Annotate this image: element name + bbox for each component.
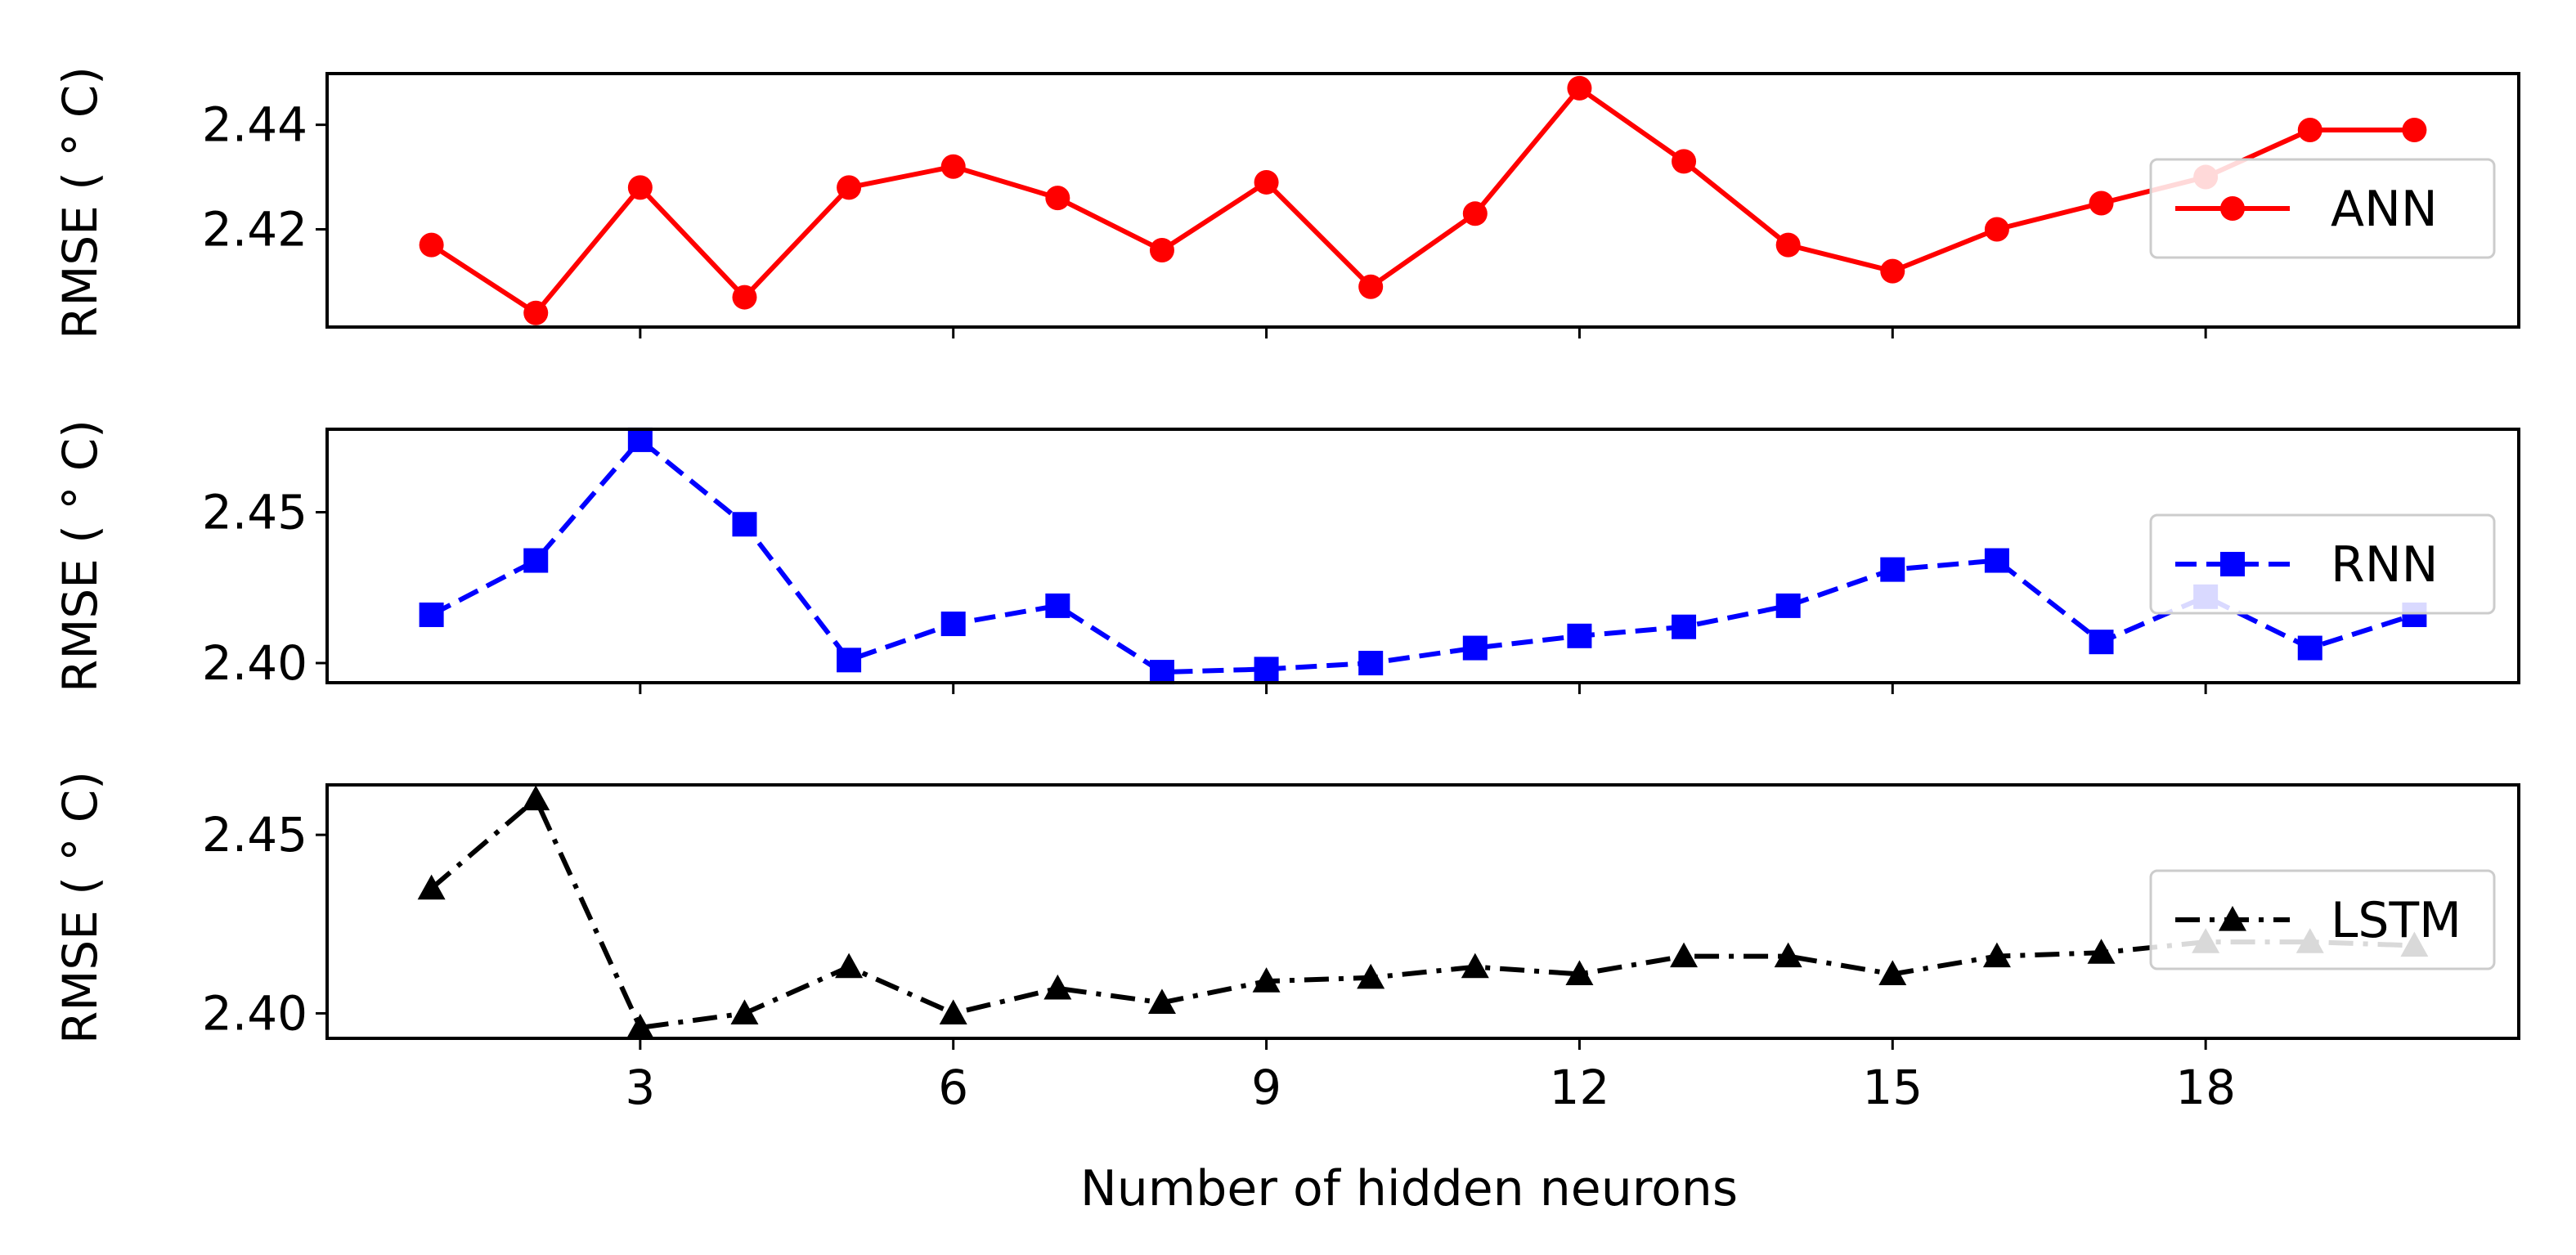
data-point-lstm xyxy=(1147,988,1176,1014)
data-point-ann xyxy=(1462,201,1488,226)
data-point-rnn xyxy=(1045,593,1070,618)
data-point-ann xyxy=(523,300,549,325)
legend-ann: ANN xyxy=(2149,158,2496,259)
legend-rnn: RNN xyxy=(2149,513,2496,615)
data-point-rnn xyxy=(1358,651,1384,676)
data-point-rnn xyxy=(1984,548,2009,573)
data-point-lstm xyxy=(730,999,759,1025)
data-point-rnn xyxy=(1775,593,1801,618)
x-tick-label: 18 xyxy=(2175,1060,2236,1115)
data-point-ann xyxy=(1880,258,1905,284)
data-point-rnn xyxy=(1254,657,1279,682)
data-point-ann xyxy=(1149,238,1174,263)
data-point-rnn xyxy=(2089,630,2114,655)
plot-frame xyxy=(325,72,2520,329)
y-tick-label: 2.45 xyxy=(202,807,307,863)
plot-frame xyxy=(325,428,2520,684)
x-tick-label: 15 xyxy=(1862,1060,1923,1115)
data-point-ann xyxy=(1672,149,1697,174)
data-point-lstm xyxy=(522,785,550,811)
data-point-ann xyxy=(1775,232,1801,258)
y-tick-label: 2.40 xyxy=(202,985,307,1041)
data-point-rnn xyxy=(1880,557,1905,582)
data-point-ann xyxy=(1358,274,1384,299)
data-point-lstm xyxy=(1878,960,1907,986)
data-point-lstm xyxy=(417,874,446,900)
ylabel-lstm: RMSE ( ° C) xyxy=(52,771,108,1044)
rnn-panel: RMSE ( ° C) 2.40 2.45 RNN xyxy=(52,419,2520,694)
legend-label: RNN xyxy=(2331,536,2438,594)
data-point-rnn xyxy=(837,648,862,673)
legend-box xyxy=(2149,158,2496,259)
data-point-lstm xyxy=(1670,942,1699,968)
data-point-lstm xyxy=(626,1013,654,1039)
legend-box xyxy=(2149,869,2496,970)
data-point-ann xyxy=(627,175,653,200)
lstm-panel: RMSE ( ° C) 2.40 2.45 3 6 9 12 15 18 LSTM xyxy=(52,771,2520,1115)
plot-frame xyxy=(325,783,2520,1040)
data-point-ann xyxy=(1045,186,1070,211)
data-point-lstm xyxy=(939,999,967,1025)
data-point-lstm xyxy=(1252,967,1281,993)
ylabel-ann: RMSE ( ° C) xyxy=(52,66,108,339)
data-point-lstm xyxy=(1461,952,1489,979)
data-point-lstm xyxy=(1043,974,1072,1000)
data-point-ann xyxy=(1984,217,2009,242)
data-point-rnn xyxy=(1462,635,1488,661)
data-point-ann xyxy=(2297,118,2322,143)
y-tick-label: 2.40 xyxy=(202,635,307,691)
data-point-rnn xyxy=(2297,635,2322,661)
data-point-rnn xyxy=(732,512,757,537)
data-point-ann xyxy=(2402,118,2427,143)
ann-panel: RMSE ( ° C) 2.42 2.44 ANN xyxy=(52,66,2520,339)
x-axis-label: Number of hidden neurons xyxy=(1080,1160,1738,1217)
data-point-ann xyxy=(732,285,757,310)
legend-swatch-marker xyxy=(2220,552,2245,576)
data-point-rnn xyxy=(1672,614,1697,639)
data-point-rnn xyxy=(627,427,653,452)
x-tick-label: 12 xyxy=(1550,1060,1610,1115)
data-point-lstm xyxy=(2087,939,2116,964)
data-point-ann xyxy=(940,154,966,179)
data-point-lstm xyxy=(835,952,864,979)
data-point-rnn xyxy=(1567,623,1592,648)
data-point-ann xyxy=(419,232,444,258)
series-line-ann xyxy=(429,85,2415,316)
x-tick-label: 6 xyxy=(938,1060,968,1115)
legend-label: LSTM xyxy=(2331,892,2462,949)
data-point-ann xyxy=(1254,169,1279,195)
ylabel-rnn: RMSE ( ° C) xyxy=(52,419,108,692)
y-tick-label: 2.45 xyxy=(202,484,307,540)
data-point-lstm xyxy=(1982,942,2011,968)
data-point-lstm xyxy=(1357,963,1385,989)
data-point-rnn xyxy=(419,602,444,627)
x-tick-label: 3 xyxy=(625,1060,655,1115)
data-point-rnn xyxy=(940,612,966,637)
data-point-ann xyxy=(2089,190,2114,216)
y-tick-label: 2.44 xyxy=(202,97,307,153)
legend-box xyxy=(2149,513,2496,615)
x-tick-label: 9 xyxy=(1251,1060,1281,1115)
data-point-ann xyxy=(1567,75,1592,101)
legend-lstm: LSTM xyxy=(2149,869,2496,970)
data-point-lstm xyxy=(1774,942,1802,968)
data-point-rnn xyxy=(1149,660,1174,685)
legend-swatch-marker xyxy=(2219,906,2246,931)
y-tick-label: 2.42 xyxy=(202,201,307,257)
data-point-lstm xyxy=(1565,960,1594,986)
legend-swatch-marker xyxy=(2220,196,2245,221)
series-line-rnn xyxy=(430,437,2416,675)
data-point-rnn xyxy=(523,548,549,573)
data-point-ann xyxy=(837,175,862,200)
legend-label: ANN xyxy=(2331,181,2438,238)
series-line-lstm xyxy=(429,796,2415,1030)
